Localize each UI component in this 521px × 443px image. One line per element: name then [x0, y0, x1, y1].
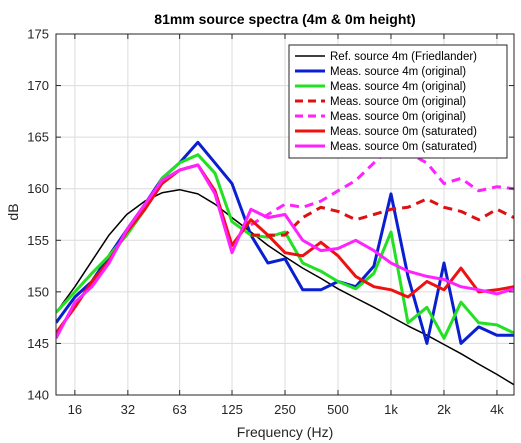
legend-label: Ref. source 4m (Friedlander) [330, 51, 477, 63]
series-line-7 [56, 163, 514, 339]
legend-label: Meas. source 0m (original) [330, 111, 466, 123]
x-tick-label: 2k [437, 402, 451, 417]
y-tick-label: 160 [27, 181, 49, 196]
y-axis-label: dB [5, 203, 21, 220]
chart-title: 81mm source spectra (4m & 0m height) [154, 11, 415, 27]
x-tick-label: 500 [327, 402, 349, 417]
series-lines [56, 140, 514, 386]
y-tick-label: 155 [27, 233, 49, 248]
y-tick-label: 175 [27, 27, 49, 42]
x-axis-label: Frequency (Hz) [237, 424, 333, 440]
legend-label: Meas. source 4m (original) [330, 66, 466, 78]
x-tick-label: 1k [384, 402, 398, 417]
legend-box [288, 44, 508, 159]
x-tick-label: 4k [490, 402, 504, 417]
legend-label: Meas. source 4m (original) [330, 81, 466, 93]
x-tick-label: 63 [172, 402, 186, 417]
x-tick-label: 16 [68, 402, 82, 417]
y-tick-label: 170 [27, 78, 49, 93]
legend-label: Meas. source 0m (saturated) [330, 126, 477, 138]
series-line-1 [56, 188, 514, 386]
y-tick-label: 150 [27, 284, 49, 299]
legend: Ref. source 4m (Friedlander) Meas. source… [288, 44, 508, 159]
y-tick-label: 165 [27, 130, 49, 145]
series-line-6 [56, 163, 514, 334]
x-tick-label: 250 [274, 402, 296, 417]
axes: 16 32 63 125 250 500 1k 2k 4k 140 145 150 155 160 165 1… [27, 27, 515, 417]
x-tick-label: 125 [221, 402, 243, 417]
legend-label: Meas. source 0m (saturated) [330, 141, 477, 153]
y-tick-label: 140 [27, 388, 49, 403]
x-tick-label: 32 [121, 402, 135, 417]
legend-label: Meas. source 0m (original) [330, 96, 466, 108]
y-tick-label: 145 [27, 336, 49, 351]
